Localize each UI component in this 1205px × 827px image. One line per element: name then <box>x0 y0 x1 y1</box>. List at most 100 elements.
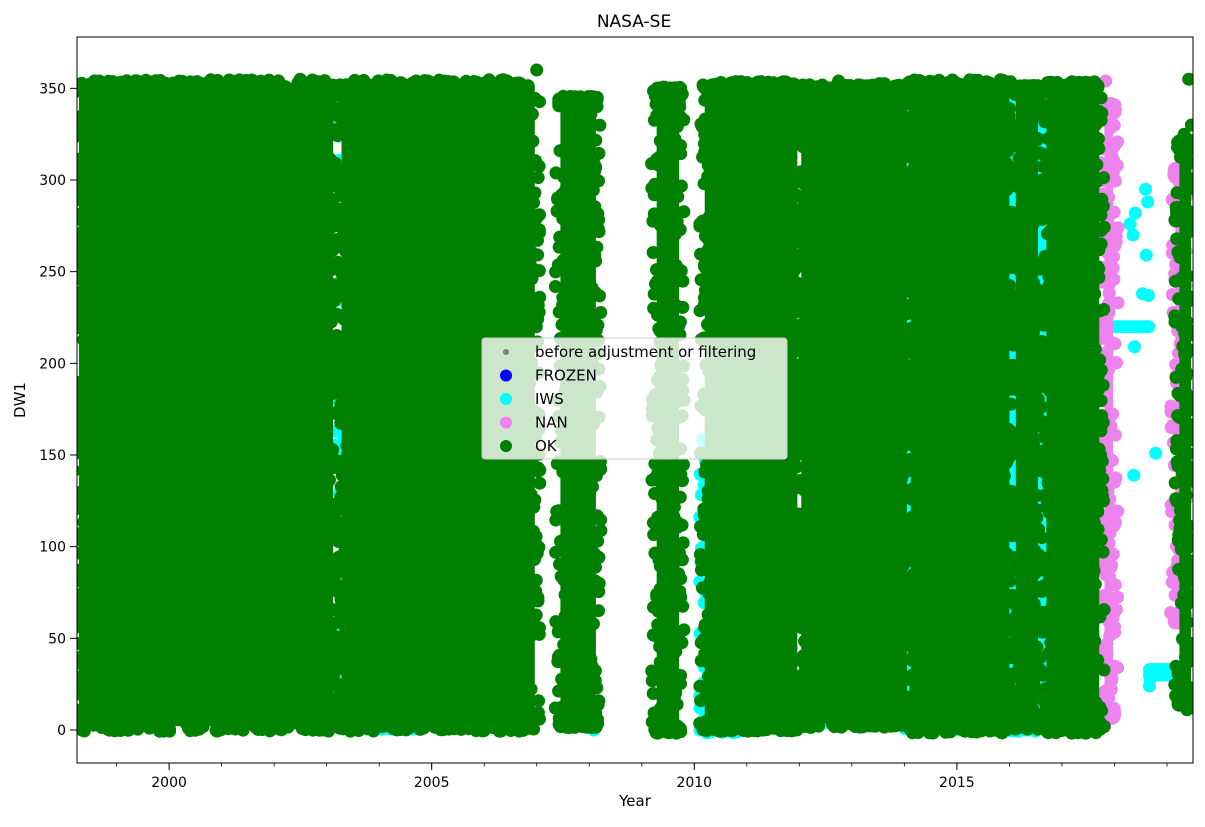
data-point <box>77 410 84 424</box>
data-point <box>77 595 88 608</box>
data-point <box>558 609 572 623</box>
data-point <box>555 672 569 686</box>
data-point <box>647 207 661 221</box>
data-point <box>339 516 353 530</box>
data-point <box>77 189 87 203</box>
data-point <box>791 596 805 610</box>
data-point <box>352 724 366 737</box>
data-point <box>323 655 337 669</box>
data-point <box>1141 195 1155 209</box>
data-point <box>330 523 344 537</box>
data-point <box>668 132 682 146</box>
data-point <box>556 465 570 479</box>
data-point <box>792 481 806 494</box>
data-point <box>325 582 339 596</box>
data-point <box>792 341 806 354</box>
data-point <box>339 113 353 126</box>
data-point <box>794 674 808 688</box>
data-point <box>1102 569 1116 583</box>
data-point <box>587 617 600 631</box>
data-point <box>77 421 83 434</box>
data-point <box>1127 340 1141 354</box>
data-point <box>77 116 88 130</box>
data-point <box>1102 286 1116 300</box>
data-point <box>77 687 83 701</box>
data-point <box>1141 289 1155 302</box>
data-point <box>1030 584 1044 598</box>
series-band <box>910 84 1010 729</box>
data-point <box>316 723 330 737</box>
data-point <box>77 290 87 304</box>
data-point <box>555 318 569 332</box>
data-point <box>1165 575 1179 589</box>
data-point <box>693 679 707 693</box>
data-point <box>466 82 480 96</box>
data-point <box>791 444 805 458</box>
data-point <box>1107 250 1120 264</box>
data-point <box>531 248 545 262</box>
data-point <box>667 203 681 217</box>
data-point <box>1105 454 1119 467</box>
data-point <box>674 81 688 95</box>
data-point <box>863 718 877 732</box>
data-point <box>329 513 343 527</box>
data-point <box>557 170 571 184</box>
data-point <box>459 714 473 728</box>
data-point <box>1106 261 1120 275</box>
data-point <box>338 544 352 558</box>
data-point <box>798 660 812 674</box>
data-point <box>667 500 681 514</box>
data-point <box>532 540 546 554</box>
data-point <box>1107 205 1121 219</box>
data-point <box>915 80 929 93</box>
data-point <box>979 77 992 91</box>
data-point <box>528 186 542 200</box>
data-point <box>340 170 354 184</box>
data-point <box>694 273 708 287</box>
data-point <box>340 438 354 452</box>
data-point <box>1007 596 1021 609</box>
data-point <box>529 608 543 622</box>
data-point <box>1100 647 1114 661</box>
data-point <box>792 206 806 219</box>
data-point <box>661 82 675 96</box>
data-point <box>789 128 803 142</box>
data-point <box>793 511 806 525</box>
data-point <box>573 94 586 108</box>
data-point <box>533 476 547 490</box>
data-point <box>906 98 920 112</box>
data-point <box>413 722 427 736</box>
data-point <box>725 76 739 90</box>
data-point <box>675 636 689 650</box>
data-point <box>647 516 661 530</box>
data-point <box>529 154 542 168</box>
data-point <box>702 210 716 224</box>
data-point <box>592 146 606 160</box>
data-point <box>77 375 83 389</box>
data-point <box>903 284 917 298</box>
data-point <box>648 177 662 191</box>
data-point <box>653 655 667 669</box>
data-point <box>1103 424 1117 438</box>
data-point <box>1004 699 1018 713</box>
data-point <box>906 364 920 378</box>
data-point <box>527 196 540 210</box>
data-point <box>674 110 688 124</box>
data-point <box>179 82 193 96</box>
data-point <box>326 461 340 475</box>
data-point <box>526 524 540 538</box>
data-point <box>592 585 606 599</box>
data-point <box>330 329 344 342</box>
data-point <box>554 701 568 715</box>
data-point <box>334 480 348 494</box>
data-point <box>962 722 976 736</box>
data-point <box>528 91 542 105</box>
chart-title: NASA-SE <box>597 12 671 32</box>
data-point <box>795 621 809 634</box>
data-point <box>725 724 739 737</box>
data-point <box>585 96 599 110</box>
data-point <box>589 160 603 174</box>
data-point <box>1013 286 1027 300</box>
data-point <box>558 626 572 640</box>
